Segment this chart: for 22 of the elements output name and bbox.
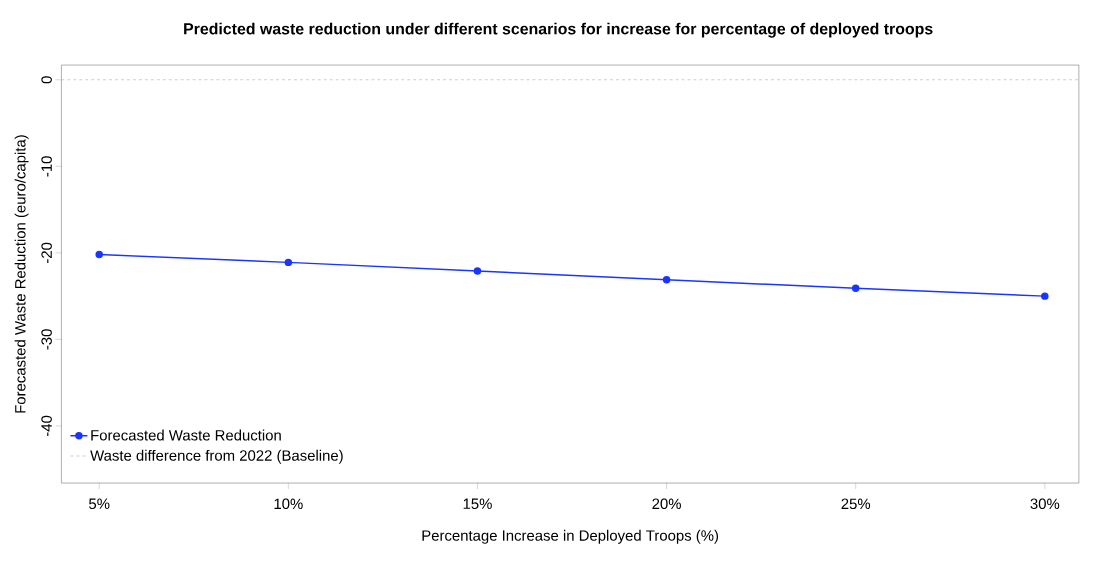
x-tick-label: 30% xyxy=(1030,498,1060,510)
x-tick-label: 20% xyxy=(652,498,681,510)
point xyxy=(851,284,860,293)
y-tick-label: -10 xyxy=(41,156,52,177)
x-tick-label: 25% xyxy=(841,498,871,510)
point xyxy=(662,276,671,284)
x-tick-label: 5% xyxy=(89,498,110,510)
point xyxy=(95,251,103,259)
y-tick-label: -30 xyxy=(41,329,52,350)
point xyxy=(284,258,293,267)
y-tick-label: 0 xyxy=(41,76,52,84)
y-tick-label: -20 xyxy=(41,242,52,264)
y-tick-label: -40 xyxy=(41,415,52,437)
x-axis-title: Percentage Increase in Deployed Troops (%) xyxy=(422,530,719,544)
legend-label: Waste difference from 2022 (Baseline) xyxy=(90,450,343,464)
x-tick-label: 15% xyxy=(463,498,492,510)
point xyxy=(1041,292,1049,301)
legend-label: Forecasted Waste Reduction xyxy=(91,429,281,441)
y-axis-title: Forecasted Waste Reduction (euro/capita) xyxy=(14,135,29,413)
point xyxy=(473,267,482,275)
x-tick-label: 10% xyxy=(274,498,303,510)
chart-title: Predicted waste reduction under different scenarios for increase for percentage of deployed troops xyxy=(184,22,933,38)
